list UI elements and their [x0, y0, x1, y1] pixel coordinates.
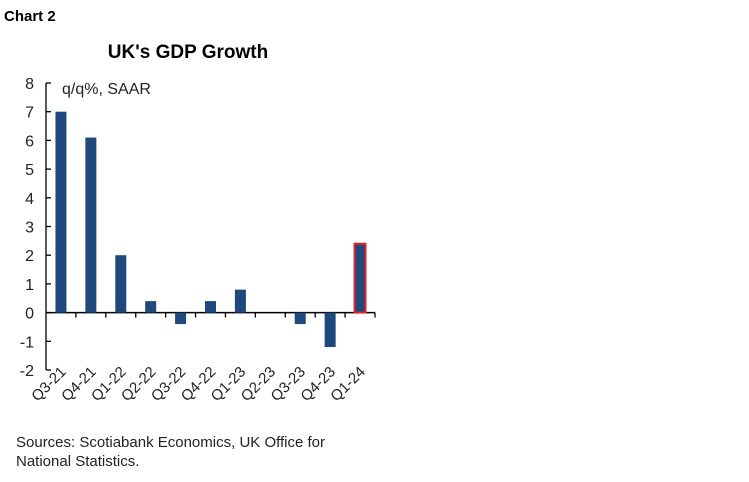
y-tick-label: 5: [25, 162, 34, 179]
bar-Q1-23: [234, 289, 246, 313]
bar-Q3-21: [55, 111, 67, 313]
y-tick-label: 1: [25, 277, 34, 294]
y-tick-label: 3: [25, 220, 34, 237]
bar-Q3-23: [294, 312, 306, 325]
bar-Q2-22: [145, 301, 157, 313]
y-tick-label: -2: [20, 363, 34, 380]
y-tick-label: 6: [25, 133, 34, 150]
bar-Q4-21: [85, 137, 97, 313]
bar-Q4-23: [324, 312, 336, 348]
chart-number-label: Chart 2: [4, 8, 56, 25]
y-tick-label: 7: [25, 105, 34, 122]
bar-Q1-24: [353, 242, 367, 314]
bar-Q4-22: [205, 301, 216, 313]
y-tick-label: -1: [20, 334, 34, 351]
bar-Q3-22: [175, 312, 187, 325]
y-tick-label: 0: [25, 306, 34, 323]
sources-note: Sources: Scotiabank Economics, UK Office…: [16, 434, 326, 470]
x-tick-label: Q1-24: [327, 363, 369, 405]
y-tick-label: 4: [25, 191, 34, 208]
y-tick-label: 2: [25, 248, 34, 265]
y-axis-label: q/q%, SAAR: [62, 81, 151, 98]
y-tick-label: 8: [25, 76, 34, 93]
bar-Q1-22: [115, 255, 127, 313]
chart-title: UK's GDP Growth: [107, 42, 269, 63]
